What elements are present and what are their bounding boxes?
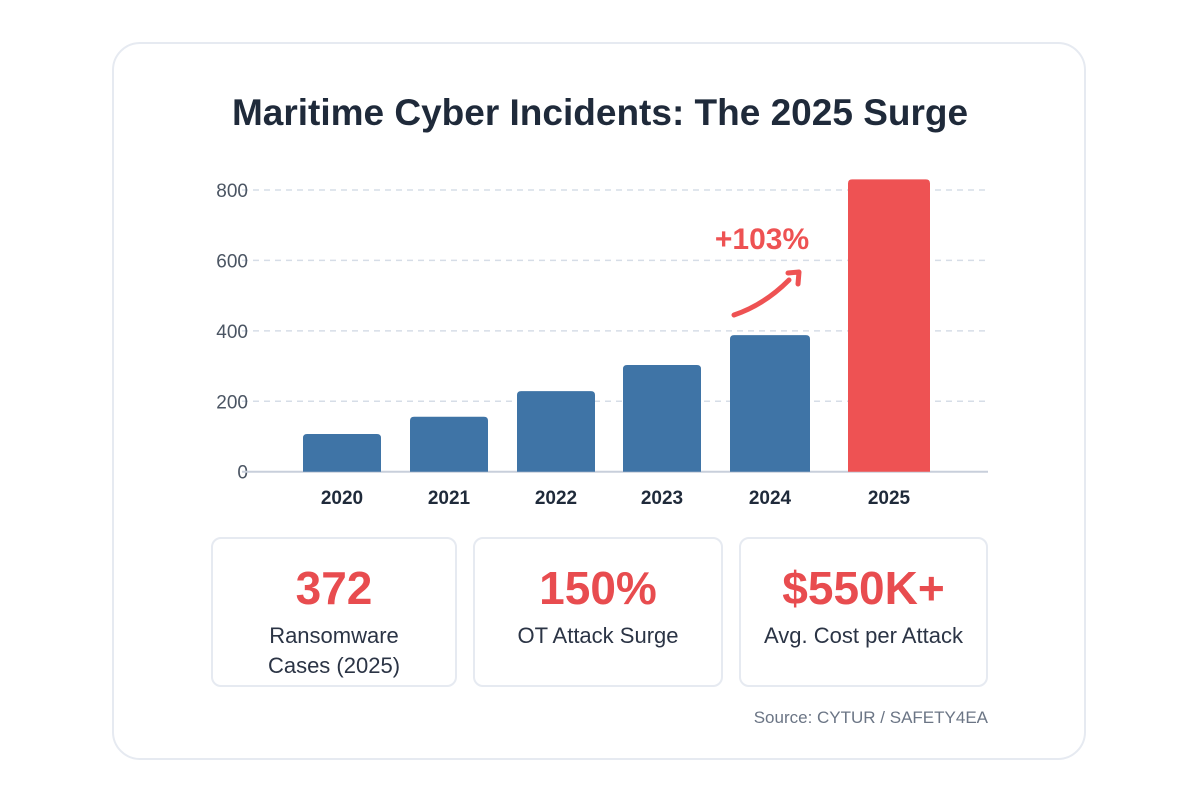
- stat-card-ransomware: 372 Ransomware Cases (2025): [211, 537, 457, 687]
- stat-card-ot: 150% OT Attack Surge: [473, 537, 723, 687]
- y-tick-label: 0: [237, 463, 248, 484]
- x-tick-label: 2021: [428, 488, 471, 509]
- y-tick-label: 200: [216, 392, 248, 413]
- stat-value: $550K+: [782, 562, 945, 614]
- x-tick-label: 2022: [535, 488, 577, 509]
- chart-title: Maritime Cyber Incidents: The 2025 Surge: [231, 92, 969, 133]
- x-tick-label: 2025: [868, 488, 911, 509]
- bar-2025: [848, 179, 930, 472]
- stat-label: Ransomware Cases (2025): [267, 623, 401, 678]
- annotation-label: +103%: [715, 223, 809, 256]
- y-tick-label: 800: [216, 181, 248, 202]
- y-tick-label: 600: [216, 251, 248, 272]
- stat-card-cost: $550K+ Avg. Cost per Attack: [739, 537, 988, 687]
- stat-value: 372: [295, 562, 373, 614]
- x-tick-label: 2020: [321, 488, 363, 509]
- source-note: Source: CYTUR / SAFETY4EA: [753, 708, 988, 727]
- bar-2020: [303, 434, 381, 472]
- y-tick-label: 400: [216, 322, 248, 343]
- stat-label: Avg. Cost per Attack: [764, 623, 963, 648]
- bar-2024: [730, 335, 810, 472]
- bar-chart: 0 200 400 600 800 2020 2021 2022 2023 2024 2025 +…: [216, 179, 988, 509]
- x-tick-label: 2023: [641, 488, 683, 509]
- bar-2022: [517, 391, 595, 472]
- x-tick-label: 2024: [749, 488, 792, 509]
- stat-label: OT Attack Surge: [517, 623, 679, 648]
- growth-annotation: +103%: [715, 223, 809, 318]
- arrow-head-icon: [785, 269, 802, 287]
- bar-2023: [623, 365, 701, 472]
- bar-2021: [410, 416, 488, 472]
- stat-value: 150%: [539, 562, 657, 614]
- arrow-icon: [731, 277, 792, 318]
